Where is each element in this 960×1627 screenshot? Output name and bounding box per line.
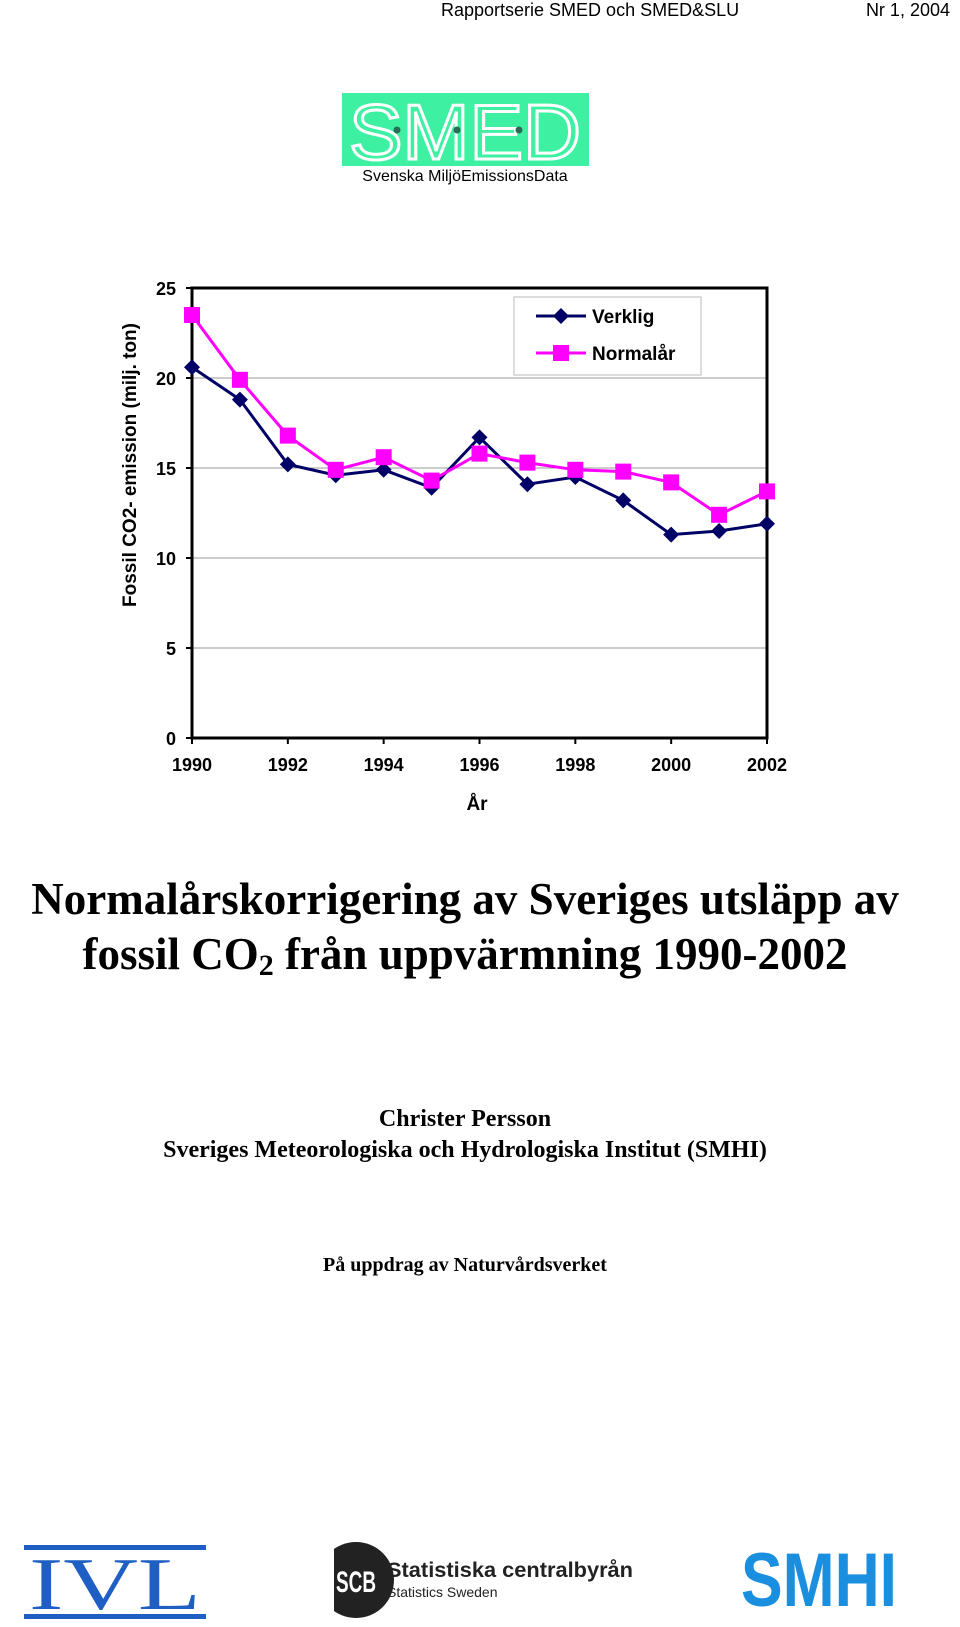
data-point [567, 461, 584, 478]
data-point [759, 483, 775, 500]
data-point [711, 523, 728, 539]
data-point [327, 461, 344, 478]
data-point [184, 359, 200, 376]
emissions-chart: 0 5 10 15 20 25 1990 1992 1994 1996 1998 2000 2002 … [0, 250, 960, 830]
data-point [519, 476, 536, 493]
legend-label: Normalår [592, 344, 676, 365]
report-series: Rapportserie SMED och SMED&SLU [441, 0, 740, 20]
scb-name: Statistiska centralbyrån [387, 1559, 633, 1582]
scb-logo: SCB Statistiska centralbyrån Statistics … [318, 1540, 644, 1620]
data-point [279, 456, 296, 473]
x-tick-label: 1992 [268, 755, 308, 775]
smhi-wordmark: SMHI [741, 1542, 897, 1610]
x-tick-label: 2002 [747, 755, 787, 775]
author-block: Christer Persson Sveriges Meteorologiska… [0, 1104, 930, 1166]
smed-wordmark: SMED [349, 93, 581, 166]
author-affiliation: Sveriges Meteorologiska och Hydrologiska… [163, 1137, 767, 1163]
commission-note: På uppdrag av Naturvårdsverket [323, 1254, 607, 1276]
data-point [663, 474, 680, 491]
legend-marker [553, 345, 569, 361]
legend-marker [553, 308, 569, 324]
ivl-logo: IVL [24, 1544, 206, 1626]
smhi-logo: SMHI [740, 1538, 898, 1623]
data-point [231, 371, 248, 388]
data-point [711, 506, 728, 523]
data-point [423, 472, 440, 489]
data-point [231, 391, 248, 408]
y-axis-label: Fossil CO2- emission (milj. ton) [120, 323, 141, 607]
y-tick-label: 20 [156, 369, 176, 389]
data-point [375, 449, 392, 466]
data-point [471, 445, 488, 462]
data-point [759, 515, 775, 532]
legend-label: Verklig [592, 307, 654, 328]
y-tick-label: 5 [166, 639, 176, 659]
y-tick-label: 15 [156, 459, 176, 479]
chart-grid [192, 377, 767, 649]
ivl-wordmark: IVL [29, 1545, 201, 1620]
smed-subtitle: Svenska MiljöEmissionsData [362, 168, 568, 185]
y-tick-label: 25 [156, 279, 176, 299]
data-point [471, 429, 488, 446]
legend-entry: Verklig [536, 307, 654, 328]
legend-entry: Normalår [536, 344, 676, 365]
report-title: Normalårskorrigering av Sveriges utsläpp… [0, 872, 930, 982]
x-axis-label: År [466, 794, 488, 815]
x-tick-label: 1996 [459, 755, 499, 775]
data-point [615, 463, 632, 480]
x-tick-label: 1998 [555, 755, 595, 775]
x-axis: 1990 1992 1994 1996 1998 2000 2002 [172, 738, 787, 775]
smed-logo: SMED [342, 93, 589, 166]
data-point [663, 526, 680, 543]
data-point [184, 307, 200, 323]
title-line-1: Normalårskorrigering av Sveriges utsläpp… [31, 874, 899, 924]
y-axis: 0 5 10 15 20 25 [156, 279, 192, 749]
scb-english: Statistics Sweden [387, 1584, 498, 1600]
x-tick-label: 1990 [172, 755, 212, 775]
data-point [279, 427, 296, 444]
author-name: Christer Persson [378, 1106, 552, 1132]
chart-legend: Verklig Normalår [513, 296, 702, 376]
series-normalar [184, 307, 775, 523]
title-line-2: fossil CO2 från uppvärmning 1990-2002 [82, 929, 848, 982]
data-point [519, 454, 536, 471]
y-tick-label: 10 [156, 549, 176, 569]
chart-series [184, 307, 775, 543]
scb-mark: SCB [336, 1566, 376, 1599]
issue-number: Nr 1, 2004 [865, 0, 950, 20]
x-tick-label: 2000 [651, 755, 691, 775]
data-point [615, 492, 632, 509]
x-tick-label: 1994 [364, 755, 404, 775]
data-point [375, 461, 392, 478]
y-tick-label: 0 [166, 729, 176, 749]
